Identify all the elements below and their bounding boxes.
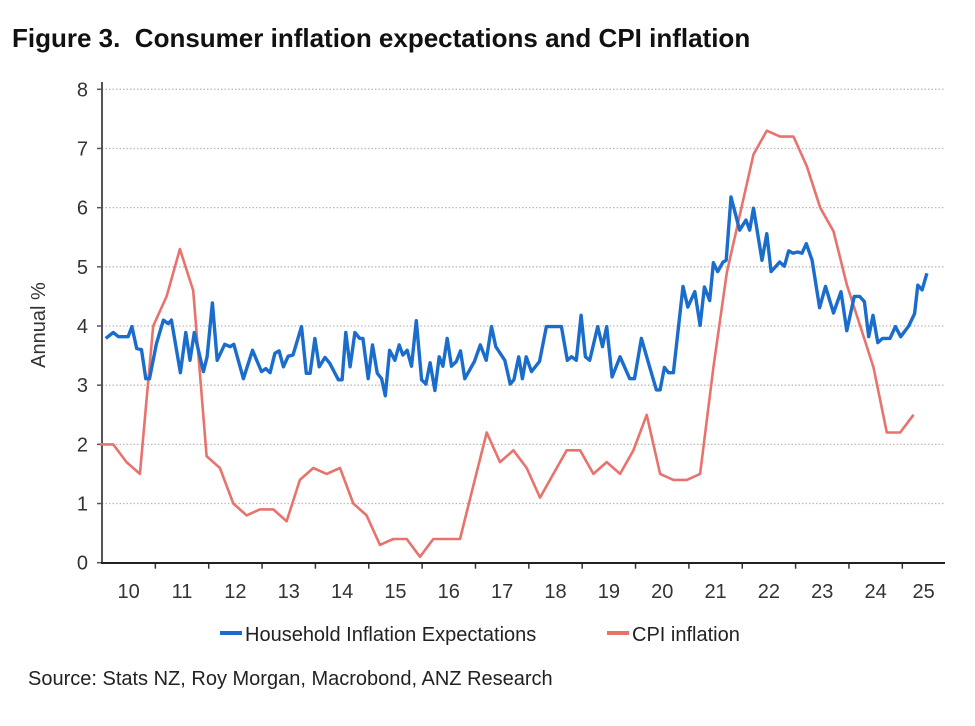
- x-tick-label: 23: [811, 581, 833, 603]
- legend-item-cpi[interactable]: CPI inflation: [607, 624, 740, 646]
- x-tick-label: 17: [491, 581, 513, 603]
- household-expectations-line: [106, 197, 927, 396]
- x-tick-label: 18: [544, 581, 566, 603]
- x-tick-label: 19: [598, 581, 620, 603]
- y-tick-label: 5: [77, 257, 88, 279]
- source-note: Source: Stats NZ, Roy Morgan, Macrobond,…: [28, 668, 553, 690]
- y-tick-label: 1: [77, 494, 88, 516]
- legend-swatch-expectations: [220, 631, 242, 635]
- x-tick-label: 13: [278, 581, 300, 603]
- cpi-inflation-line: [100, 131, 914, 557]
- series-group: [100, 131, 927, 557]
- y-tick-label: 7: [77, 138, 88, 160]
- y-tick-label: 3: [77, 375, 88, 397]
- legend-item-expectations[interactable]: Household Inflation Expectations: [220, 624, 536, 646]
- x-tick-label: 10: [118, 581, 140, 603]
- x-tick-label: 22: [758, 581, 780, 603]
- legend-label-cpi: CPI inflation: [632, 624, 740, 646]
- x-tick-label: 25: [913, 581, 935, 603]
- x-tick-label: 21: [704, 581, 726, 603]
- y-axis-ticks: 0 1 2 3 4 5 6 7 8: [77, 79, 102, 574]
- legend-label-expectations: Household Inflation Expectations: [245, 624, 536, 646]
- chart-title: Figure 3. Consumer inflation expectation…: [12, 23, 750, 53]
- x-tick-label: 20: [651, 581, 673, 603]
- legend: Household Inflation Expectations CPI inf…: [220, 624, 740, 646]
- x-tick-label: 14: [331, 581, 353, 603]
- y-tick-label: 2: [77, 434, 88, 456]
- y-tick-label: 8: [77, 79, 88, 101]
- x-tick-label: 12: [224, 581, 246, 603]
- legend-swatch-cpi: [607, 631, 629, 635]
- x-tick-label: 15: [384, 581, 406, 603]
- x-tick-label: 24: [865, 581, 887, 603]
- y-tick-label: 4: [77, 316, 88, 338]
- x-tick-label: 11: [172, 581, 193, 603]
- y-tick-label: 0: [77, 553, 88, 575]
- y-tick-label: 6: [77, 198, 88, 220]
- x-tick-label: 16: [438, 581, 460, 603]
- y-axis-label: Annual %: [28, 282, 50, 368]
- x-axis-ticks: 10 11 12 13 14 15 16 17 18 19 20 21 22 23 24 25: [118, 563, 935, 603]
